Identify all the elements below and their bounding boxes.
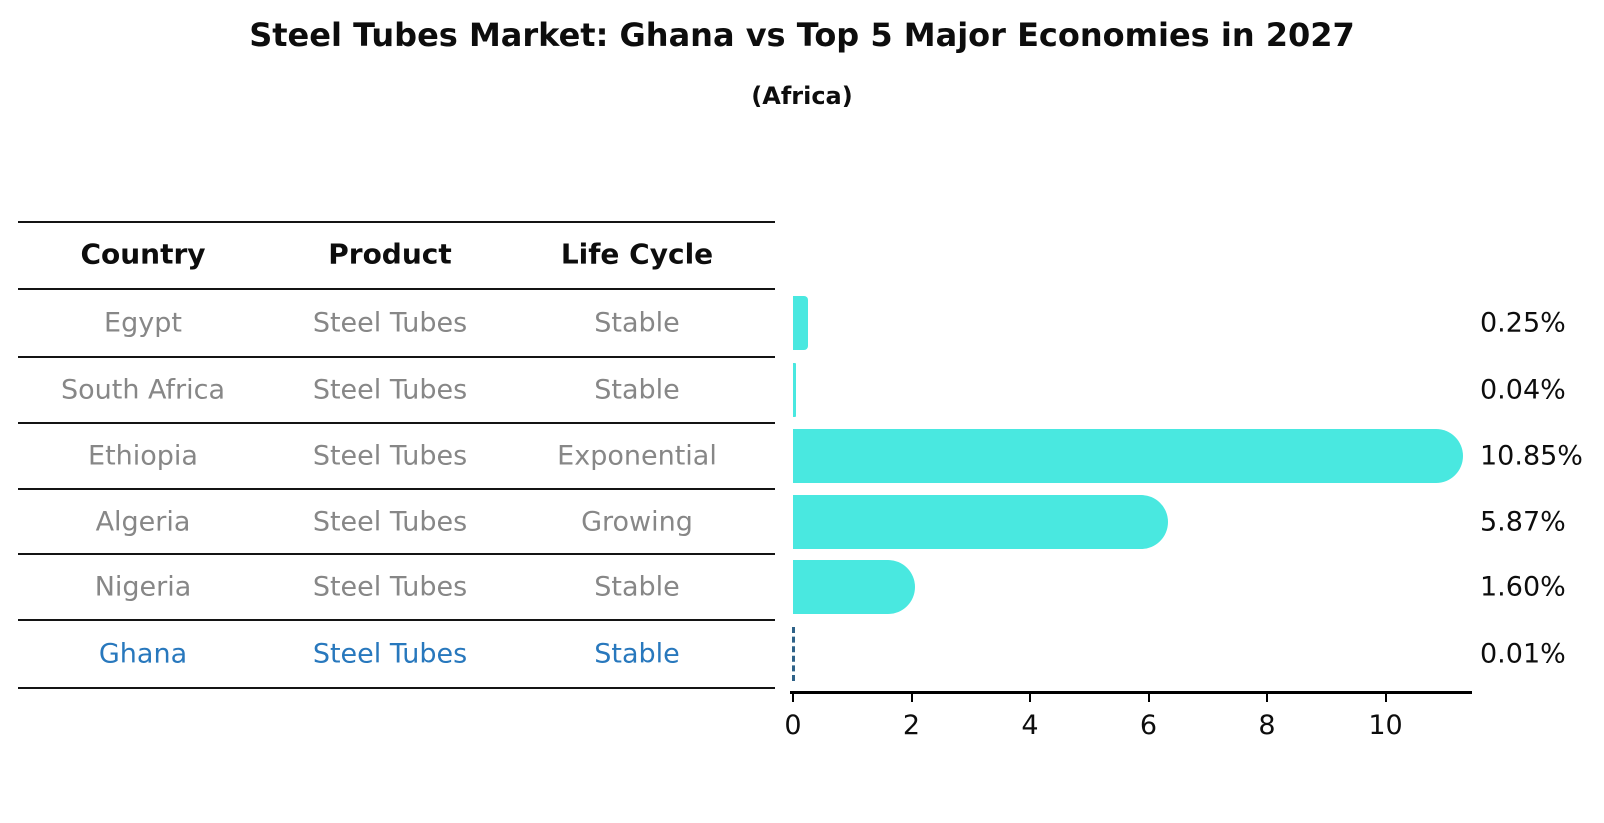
bar-egypt	[793, 296, 808, 350]
value-label: 0.04%	[1480, 374, 1566, 406]
bar-ethiopia	[793, 429, 1463, 483]
table-cell-lifecycle: Stable	[594, 307, 680, 339]
x-axis-tick	[1029, 693, 1031, 702]
x-axis-tick-label: 0	[784, 710, 802, 741]
column-header-lifecycle: Life Cycle	[560, 237, 714, 271]
table-cell-country: Algeria	[95, 506, 191, 537]
table-cell-product: Steel Tubes	[312, 638, 468, 670]
table-cell-country: Ghana	[98, 638, 188, 670]
value-label: 0.01%	[1480, 638, 1566, 670]
x-axis-tick	[910, 693, 913, 702]
chart-subtitle: (Africa)	[751, 82, 853, 110]
bar-south-africa	[793, 363, 796, 417]
x-axis-tick-label: 10	[1368, 710, 1403, 741]
column-header-product: Product	[328, 237, 452, 271]
bar-nigeria	[793, 560, 915, 614]
table-cell-lifecycle: Exponential	[557, 440, 717, 472]
table-cell-country: South Africa	[60, 374, 226, 406]
column-header-country: Country	[80, 237, 206, 271]
table-cell-lifecycle: Stable	[594, 571, 680, 603]
table-cell-product: Steel Tubes	[312, 374, 468, 406]
table-row-rule	[18, 422, 775, 424]
value-label: 1.60%	[1480, 571, 1566, 603]
value-label: 0.25%	[1480, 307, 1566, 339]
table-cell-product: Steel Tubes	[312, 506, 468, 537]
x-axis-tick	[792, 693, 794, 702]
table-cell-product: Steel Tubes	[312, 571, 468, 603]
x-axis-tick-label: 6	[1139, 710, 1158, 741]
value-label: 5.87%	[1480, 506, 1566, 537]
x-axis-line	[790, 691, 1472, 694]
x-axis-tick	[1384, 693, 1387, 702]
bar-algeria	[793, 494, 1168, 549]
x-axis-tick	[1147, 693, 1150, 702]
table-cell-lifecycle: Stable	[594, 638, 680, 670]
table-cell-lifecycle: Stable	[594, 374, 680, 406]
x-axis-tick	[1266, 693, 1268, 702]
bar-ghana-highlight	[792, 627, 795, 681]
table-cell-country: Ethiopia	[88, 440, 198, 472]
x-axis-tick-label: 4	[1021, 710, 1039, 741]
table-cell-product: Steel Tubes	[312, 307, 468, 339]
table-row-rule	[18, 687, 775, 689]
chart-title: Steel Tubes Market: Ghana vs Top 5 Major…	[249, 16, 1355, 54]
table-row-rule	[18, 619, 775, 621]
table-cell-country: Nigeria	[94, 571, 192, 603]
table-row-rule	[18, 553, 775, 555]
table-cell-lifecycle: Growing	[581, 506, 693, 537]
x-axis-tick-label: 2	[902, 710, 921, 741]
table-top-rule	[18, 221, 775, 223]
value-label: 10.85%	[1480, 440, 1583, 472]
table-row-rule	[18, 356, 775, 358]
table-row-rule	[18, 488, 775, 490]
table-row-rule	[18, 288, 775, 290]
table-cell-country: Egypt	[104, 307, 182, 339]
x-axis-tick-label: 8	[1258, 710, 1276, 741]
table-cell-product: Steel Tubes	[312, 440, 468, 472]
